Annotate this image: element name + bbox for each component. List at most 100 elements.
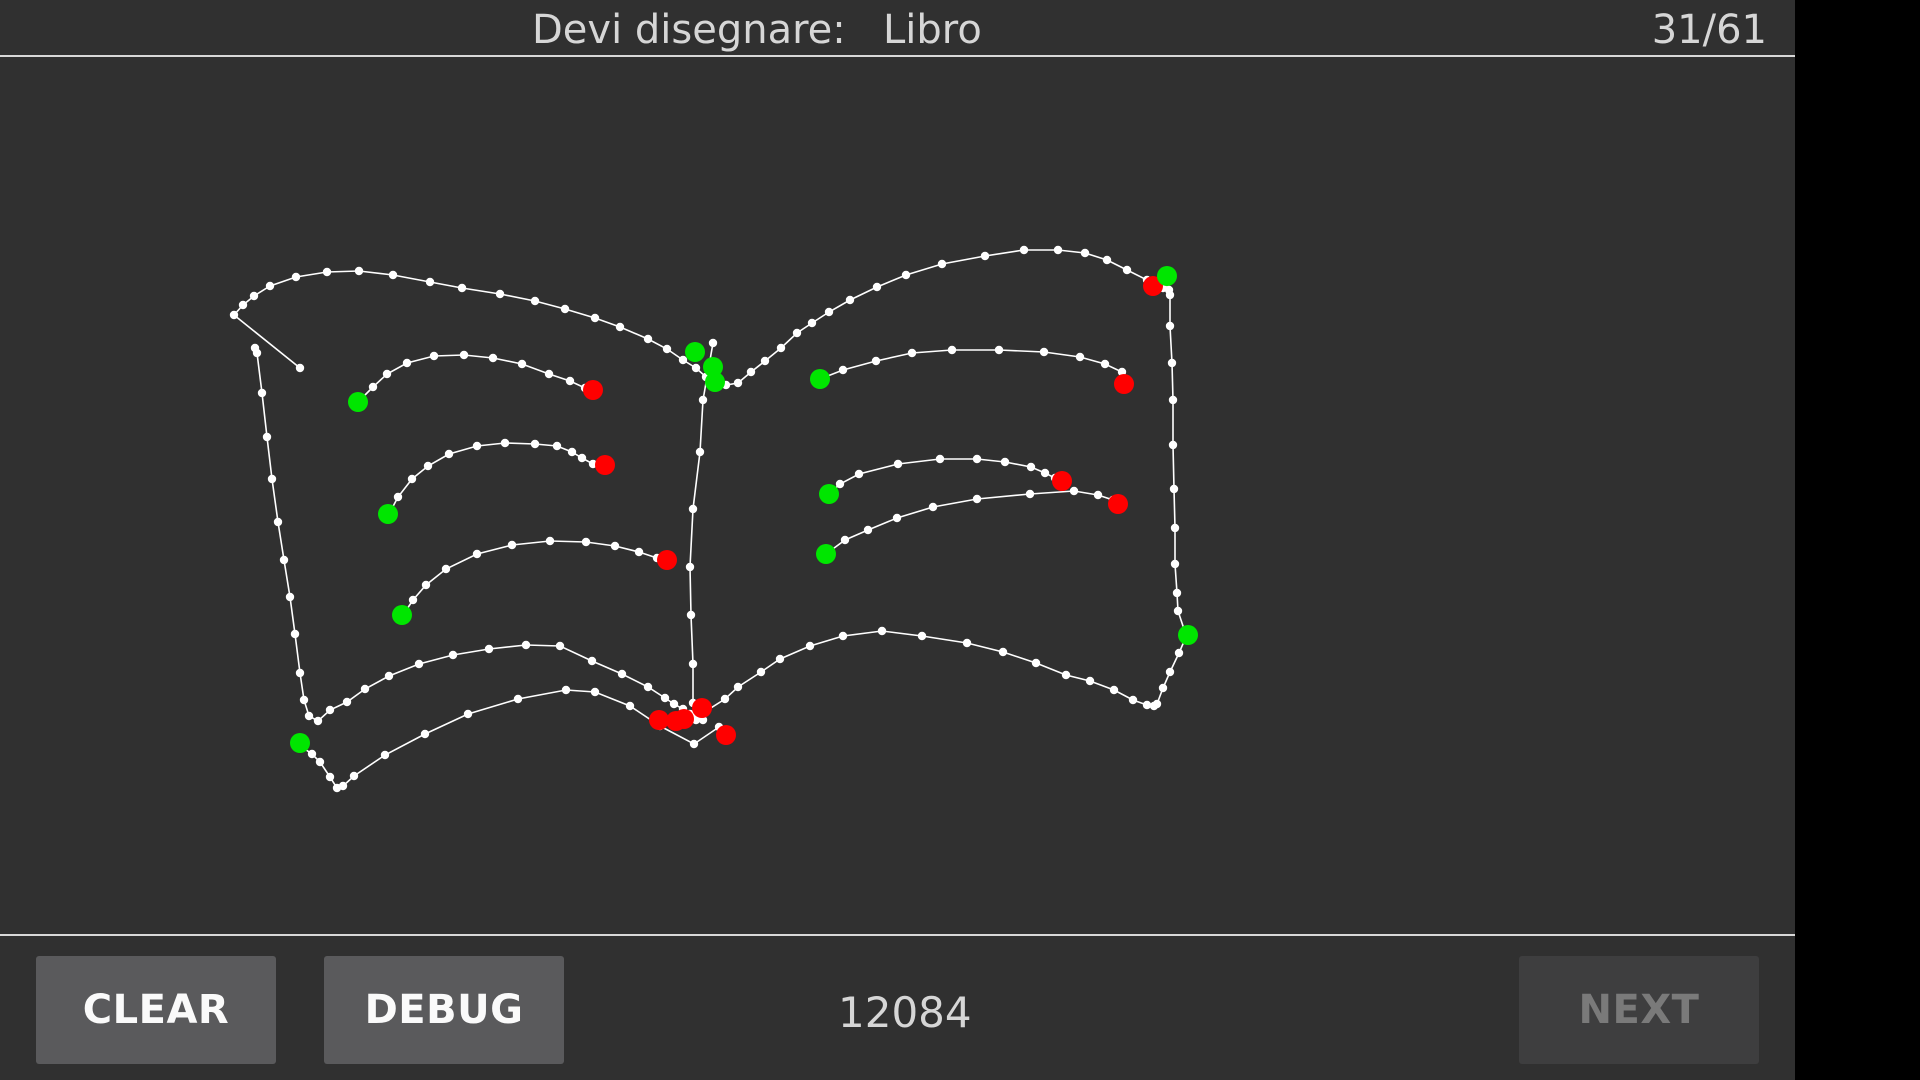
stroke-point (1167, 358, 1177, 368)
stroke-point (776, 343, 786, 353)
header-bar: Devi disegnare: Libro 31/61 (0, 0, 1795, 57)
stroke-point (555, 641, 565, 651)
stroke-point (669, 699, 679, 709)
screen-bezel (1795, 0, 1920, 1080)
stroke-point (688, 504, 698, 514)
stroke-point (1168, 395, 1178, 405)
stroke-point (285, 592, 295, 602)
drawing-canvas[interactable] (0, 57, 1795, 934)
stroke-point (565, 376, 575, 386)
stroke-point (517, 359, 527, 369)
next-button[interactable]: NEXT (1519, 956, 1759, 1064)
stroke-point (691, 363, 701, 373)
stroke-line-9 (825, 490, 1119, 555)
stroke-point (1170, 559, 1180, 569)
stroke-point (1075, 352, 1085, 362)
stroke-point (689, 739, 699, 749)
stroke-point (877, 626, 887, 636)
stroke-line-3 (254, 347, 1190, 722)
stroke-point (380, 750, 390, 760)
footer-bar: CLEAR DEBUG 12084 NEXT (0, 934, 1795, 1080)
stroke-point (530, 439, 540, 449)
stroke-end-marker (1114, 374, 1134, 394)
stroke-point (824, 307, 834, 317)
stroke-point (567, 447, 577, 457)
stroke-point (678, 355, 688, 365)
stroke-point (325, 705, 335, 715)
stroke-point (429, 351, 439, 361)
stroke-point (1169, 484, 1179, 494)
stroke-point (1069, 486, 1079, 496)
stroke-point (420, 729, 430, 739)
stroke-point (262, 432, 272, 442)
stroke-point (382, 369, 392, 379)
stroke-end-marker (716, 725, 736, 745)
stroke-point (488, 353, 498, 363)
stroke-point (1093, 490, 1103, 500)
stroke-point (1031, 658, 1041, 668)
stroke-point (313, 716, 323, 726)
stroke-point (1165, 667, 1175, 677)
stroke-point (947, 345, 957, 355)
stroke-point (615, 322, 625, 332)
stroke-point (1019, 245, 1029, 255)
stroke-point (587, 656, 597, 666)
stroke-point (840, 535, 850, 545)
stroke-point (521, 640, 531, 650)
stroke-point (444, 449, 454, 459)
stroke-point (893, 459, 903, 469)
stroke-point (513, 694, 523, 704)
stroke-point (972, 494, 982, 504)
stroke-point (872, 282, 882, 292)
stroke-point (660, 693, 670, 703)
stroke-point (463, 709, 473, 719)
stroke-point (338, 781, 348, 791)
stroke-point (441, 564, 451, 574)
stroke-point (407, 474, 417, 484)
stroke-point (1165, 321, 1175, 331)
stroke-point (342, 697, 352, 707)
stroke-point (290, 629, 300, 639)
stroke-point (448, 650, 458, 660)
stroke-end-marker (1108, 494, 1128, 514)
stroke-point (421, 580, 431, 590)
stroke-point (662, 344, 672, 354)
stroke-point (775, 654, 785, 664)
stroke-point (267, 474, 277, 484)
stroke-point (1164, 285, 1174, 295)
stroke-point (581, 537, 591, 547)
stroke-end-marker (583, 380, 603, 400)
stroke-point (457, 283, 467, 293)
stroke-end-marker (649, 710, 669, 730)
clear-button[interactable]: CLEAR (36, 956, 276, 1064)
stroke-point (643, 334, 653, 344)
stroke-point (1122, 265, 1132, 275)
stroke-line-6 (402, 540, 668, 616)
stroke-point (901, 270, 911, 280)
stroke-point (249, 291, 259, 301)
stroke-point (1040, 468, 1050, 478)
stroke-point (388, 270, 398, 280)
stroke-point (634, 547, 644, 557)
stroke-point (384, 671, 394, 681)
stroke-line-4 (358, 354, 594, 402)
stroke-start-marker (705, 372, 725, 392)
stroke-start-marker (1157, 266, 1177, 286)
stroke-point (756, 667, 766, 677)
stroke-point (560, 304, 570, 314)
stroke-point (686, 610, 696, 620)
stroke-point (1061, 670, 1071, 680)
debug-button[interactable]: DEBUG (324, 956, 564, 1064)
stroke-point (472, 441, 482, 451)
stroke-point (1039, 347, 1049, 357)
drawing-svg[interactable] (0, 0, 1795, 934)
stroke-point (1109, 685, 1119, 695)
score-value: 12084 (838, 988, 972, 1037)
stroke-point (257, 388, 267, 398)
stroke-line-8 (828, 458, 1063, 495)
stroke-point (279, 555, 289, 565)
stroke-point (1053, 245, 1063, 255)
stroke-point (472, 549, 482, 559)
stroke-point (805, 641, 815, 651)
stroke-end-marker (674, 709, 694, 729)
